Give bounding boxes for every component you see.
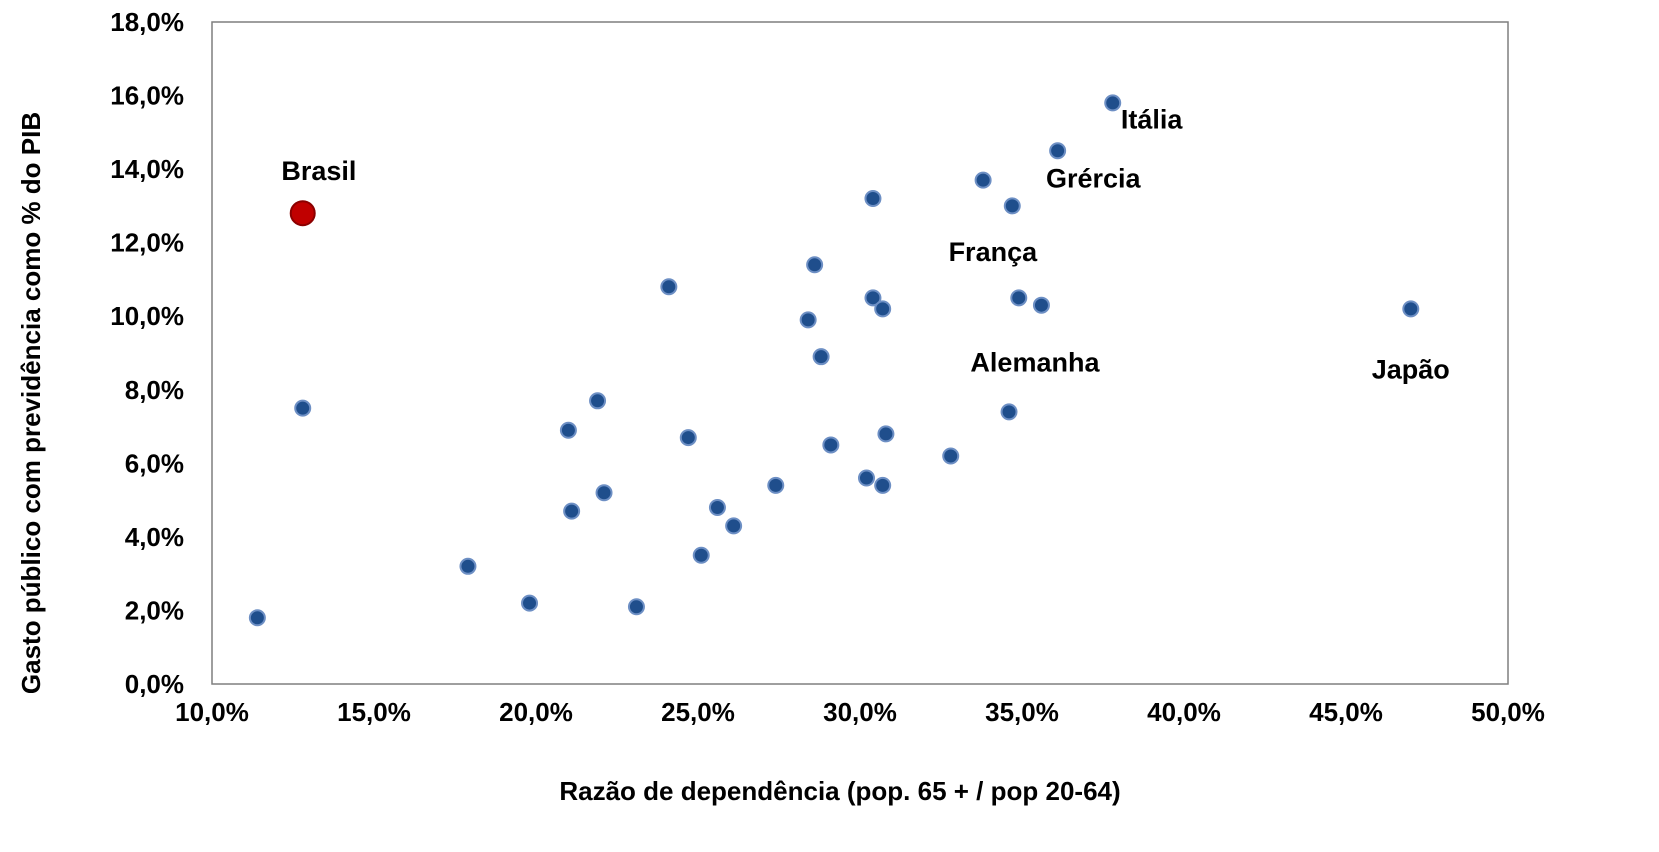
x-axis-title: Razão de dependência (pop. 65 + / pop 20… xyxy=(559,776,1120,806)
data-point xyxy=(874,300,892,318)
y-tick-label: 10,0% xyxy=(110,301,184,331)
data-point xyxy=(1049,142,1067,160)
y-tick-label: 2,0% xyxy=(125,595,184,625)
data-point xyxy=(1000,403,1018,421)
data-point xyxy=(864,289,882,307)
data-points xyxy=(248,94,1420,627)
data-point xyxy=(679,429,697,447)
data-point xyxy=(877,425,895,443)
data-point xyxy=(1402,300,1420,318)
data-point xyxy=(459,557,477,575)
y-axis-title: Gasto público com previdência como % do … xyxy=(16,112,46,694)
data-point xyxy=(822,436,840,454)
data-point xyxy=(521,594,539,612)
data-point xyxy=(974,171,992,189)
data-point xyxy=(708,498,726,516)
y-tick-label: 6,0% xyxy=(125,448,184,478)
data-point xyxy=(589,392,607,410)
data-point xyxy=(725,517,743,535)
data-point xyxy=(627,598,645,616)
point-annotations: Brasil Itália Grércia França Alemanha Japão xyxy=(281,105,1449,385)
y-tick-label: 16,0% xyxy=(110,81,184,111)
data-point xyxy=(942,447,960,465)
x-tick-label: 45,0% xyxy=(1309,697,1383,727)
data-point xyxy=(294,399,312,417)
x-tick-label: 40,0% xyxy=(1147,697,1221,727)
data-point xyxy=(857,469,875,487)
data-point xyxy=(563,502,581,520)
y-tick-label: 4,0% xyxy=(125,522,184,552)
x-tick-label: 35,0% xyxy=(985,697,1059,727)
data-point xyxy=(812,348,830,366)
x-tick-label: 10,0% xyxy=(175,697,249,727)
point-label: Itália xyxy=(1121,105,1184,135)
x-tick-label: 25,0% xyxy=(661,697,735,727)
x-axis-ticks: 10,0% 15,0% 20,0% 25,0% 30,0% 35,0% 40,0% 45,0%… xyxy=(175,697,1545,727)
y-tick-label: 0,0% xyxy=(125,669,184,699)
data-point xyxy=(767,476,785,494)
data-point xyxy=(248,609,266,627)
x-tick-label: 20,0% xyxy=(499,697,573,727)
y-tick-label: 18,0% xyxy=(110,7,184,37)
data-point xyxy=(660,278,678,296)
x-tick-label: 50,0% xyxy=(1471,697,1545,727)
data-point xyxy=(595,484,613,502)
data-point-highlight xyxy=(289,200,316,227)
x-tick-label: 15,0% xyxy=(337,697,411,727)
data-point xyxy=(559,421,577,439)
data-point xyxy=(799,311,817,329)
data-point xyxy=(874,476,892,494)
plot-frame xyxy=(211,21,1509,685)
y-axis-ticks: 0,0% 2,0% 4,0% 6,0% 8,0% 10,0% 12,0% 14,0% 16,0%… xyxy=(110,7,184,699)
data-point xyxy=(864,190,882,208)
data-point xyxy=(1104,94,1122,112)
data-point xyxy=(1010,289,1028,307)
data-point xyxy=(1003,197,1021,215)
x-tick-label: 30,0% xyxy=(823,697,897,727)
point-label: França xyxy=(949,237,1039,267)
y-tick-label: 12,0% xyxy=(110,228,184,258)
y-tick-label: 14,0% xyxy=(110,154,184,184)
data-point xyxy=(806,256,824,274)
point-label: Alemanha xyxy=(970,347,1100,377)
point-label: Grércia xyxy=(1046,164,1142,194)
data-point xyxy=(692,546,710,564)
data-point xyxy=(1032,296,1050,314)
point-label: Brasil xyxy=(281,156,356,186)
point-label: Japão xyxy=(1372,355,1450,385)
y-tick-label: 8,0% xyxy=(125,375,184,405)
